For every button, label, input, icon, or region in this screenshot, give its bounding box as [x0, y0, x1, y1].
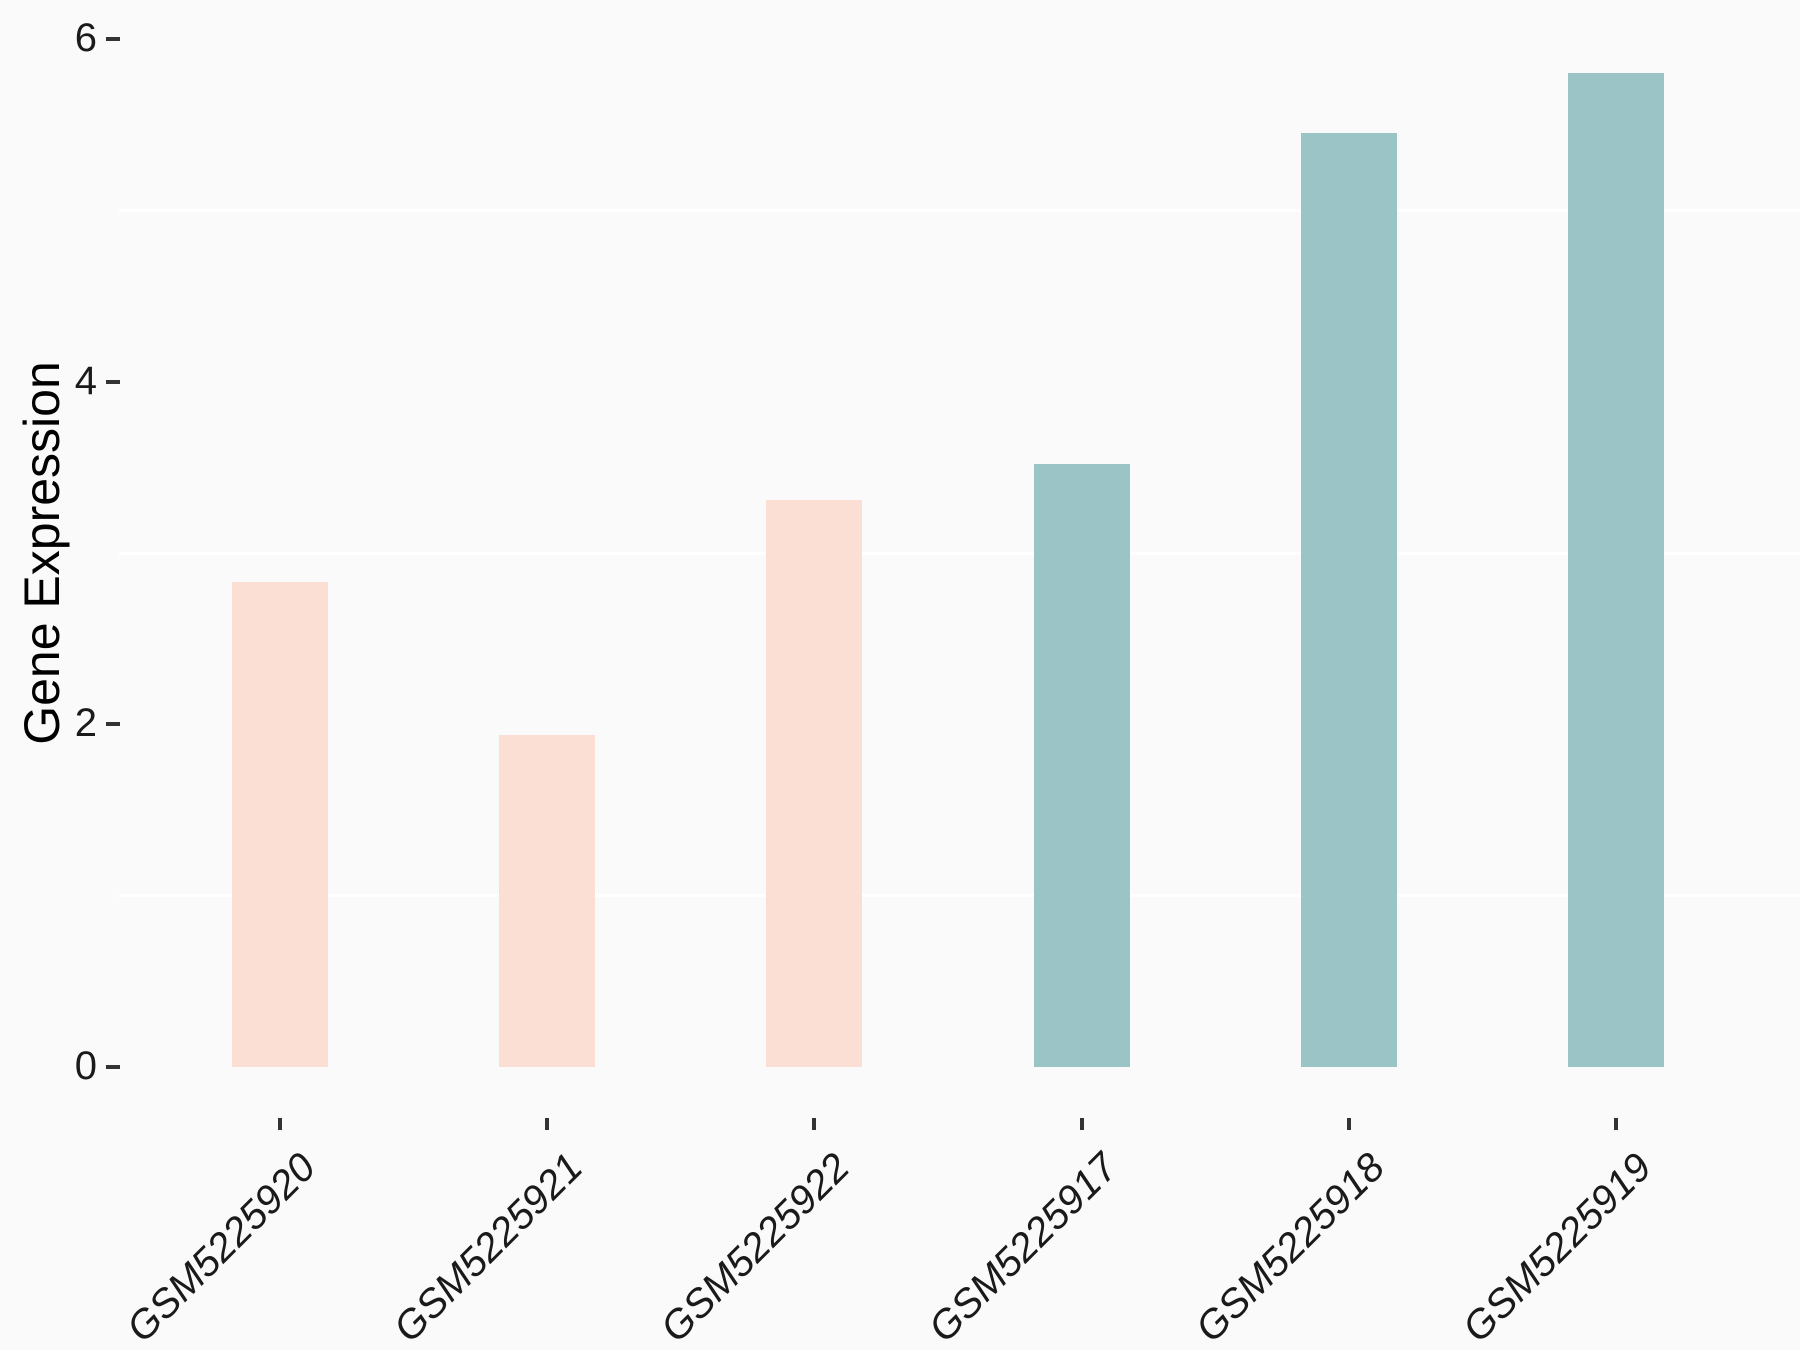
bar-GSM5225920	[232, 582, 328, 1067]
x-tick-mark	[545, 1118, 550, 1130]
y-tick-mark	[106, 1065, 120, 1069]
x-tick-mark	[1079, 1118, 1084, 1130]
bar-GSM5225921	[499, 734, 596, 1067]
bar-GSM5225922	[766, 499, 863, 1067]
minor-gridline	[119, 551, 1800, 555]
y-tick-mark	[106, 37, 120, 42]
x-tick-mark	[278, 1118, 282, 1130]
y-tick-label: 0	[74, 1044, 97, 1088]
y-tick-mark	[106, 722, 120, 727]
y-tick-label: 4	[74, 358, 97, 403]
y-tick-mark	[106, 379, 120, 384]
x-tick-label-GSM5225920: GSM5225920	[118, 1145, 325, 1350]
x-tick-mark	[812, 1118, 817, 1130]
minor-gridline	[119, 209, 1800, 212]
y-tick-label: 6	[74, 16, 97, 61]
bar-GSM5225917	[1033, 464, 1130, 1067]
x-tick-mark	[1614, 1118, 1618, 1130]
bar-GSM5225919	[1568, 73, 1664, 1067]
x-tick-mark	[1346, 1118, 1351, 1130]
minor-gridline	[119, 894, 1800, 898]
y-tick-label: 2	[74, 701, 97, 746]
bar-GSM5225918	[1300, 133, 1397, 1067]
y-axis-title: Gene Expression	[14, 361, 70, 745]
